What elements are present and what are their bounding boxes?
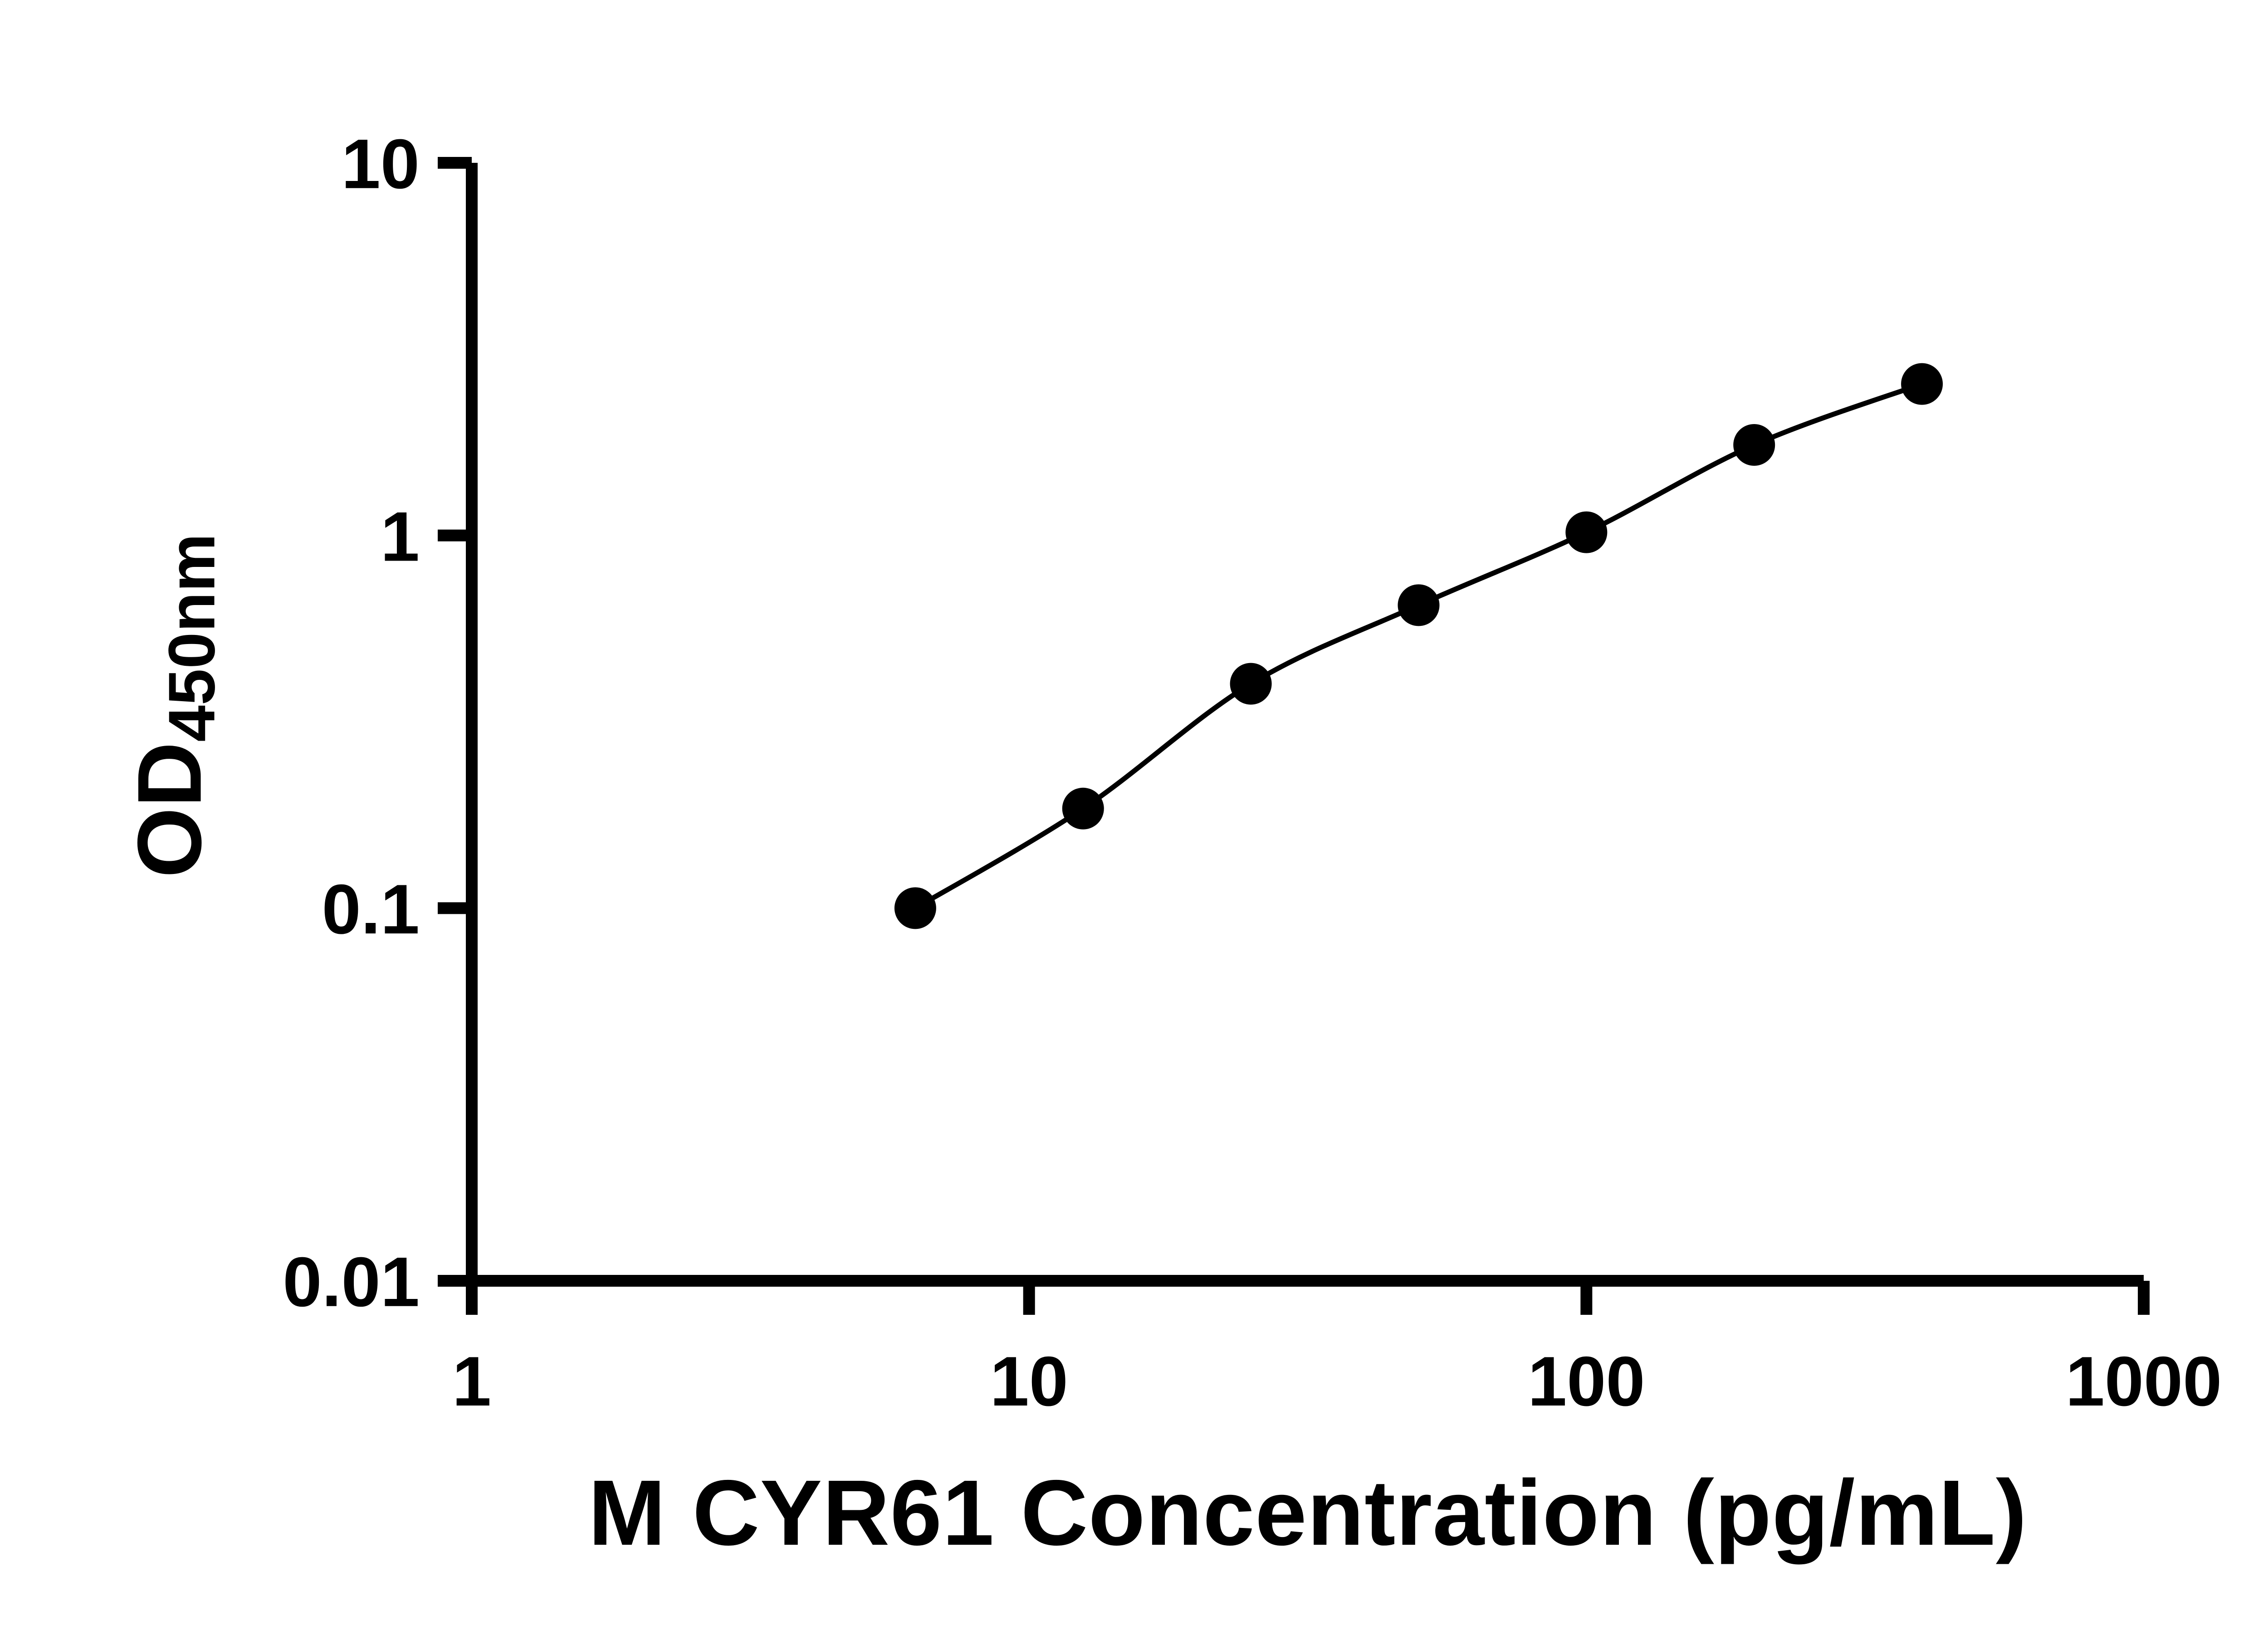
x-ticks: 1 10 100 1000 — [452, 1281, 2222, 1420]
axes — [466, 163, 2144, 1287]
y-tick-label: 0.1 — [322, 870, 420, 948]
x-tick-label: 1000 — [2066, 1342, 2222, 1420]
y-axis-title-subscript: 450nm — [155, 533, 229, 742]
chart-canvas: 1 10 100 1000 0.01 0.1 1 10 — [283, 125, 2222, 1420]
x-axis-title: M CYR61 Concentration (pg/mL) — [588, 1461, 2028, 1565]
data-points — [894, 363, 1943, 929]
axis-lines — [466, 163, 2144, 1287]
x-tick-label: 1 — [452, 1342, 491, 1420]
data-point — [1733, 424, 1775, 466]
y-axis-title: OD450nm — [118, 533, 230, 878]
y-tick-label: 1 — [381, 497, 420, 576]
y-tick-label: 10 — [342, 125, 420, 203]
x-tick-label: 10 — [990, 1342, 1068, 1420]
x-tick-label: 100 — [1528, 1342, 1645, 1420]
elisa-standard-curve-figure: 1 10 100 1000 0.01 0.1 1 10 M CYR61 Concentrati… — [18, 7, 2268, 1625]
data-point — [1565, 511, 1608, 553]
data-point — [1230, 663, 1272, 705]
y-ticks: 0.01 0.1 1 10 — [283, 125, 472, 1321]
data-point — [1062, 787, 1104, 830]
data-point — [1901, 363, 1943, 405]
data-point — [1398, 584, 1440, 626]
y-tick-label: 0.01 — [283, 1243, 420, 1321]
data-point — [894, 887, 936, 929]
fit-curve — [914, 381, 1923, 911]
y-axis-title-main: OD — [119, 742, 220, 878]
